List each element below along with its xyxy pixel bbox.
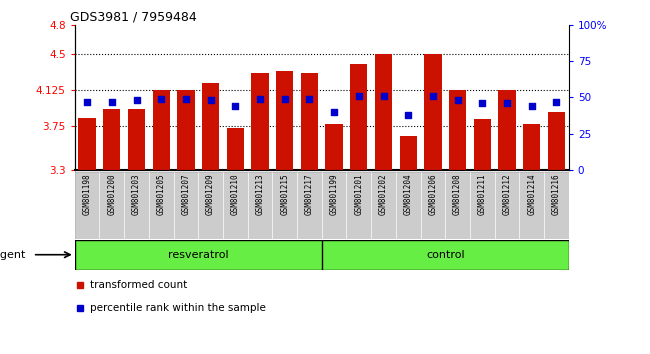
Bar — [495, 172, 519, 239]
Text: GSM801206: GSM801206 — [428, 174, 437, 215]
Text: GSM801217: GSM801217 — [305, 174, 314, 215]
Point — [280, 96, 290, 102]
Bar — [174, 172, 198, 239]
Text: GSM801199: GSM801199 — [330, 174, 339, 215]
Bar — [396, 172, 421, 239]
Bar — [375, 54, 392, 170]
Text: GSM801198: GSM801198 — [83, 174, 92, 215]
Bar — [474, 119, 491, 170]
Bar — [198, 172, 223, 239]
Point — [181, 96, 191, 102]
Bar — [124, 172, 149, 239]
Point — [403, 112, 413, 118]
Bar — [252, 73, 268, 170]
Bar — [400, 136, 417, 170]
Point — [230, 103, 240, 109]
Point — [329, 109, 339, 115]
Bar — [424, 54, 441, 170]
Bar — [248, 172, 272, 239]
Bar — [548, 112, 565, 170]
Point — [131, 97, 142, 103]
Bar — [99, 172, 124, 239]
Point — [354, 93, 364, 99]
Bar — [350, 64, 367, 170]
Text: GSM801203: GSM801203 — [132, 174, 141, 215]
Text: transformed count: transformed count — [90, 280, 187, 290]
Text: resveratrol: resveratrol — [168, 250, 229, 260]
Text: GSM801212: GSM801212 — [502, 174, 512, 215]
Bar — [519, 172, 544, 239]
Bar — [499, 90, 515, 170]
Bar — [421, 172, 445, 239]
Bar — [75, 172, 99, 239]
Bar — [223, 172, 248, 239]
Bar — [153, 90, 170, 170]
Point — [452, 97, 463, 103]
Text: GSM801200: GSM801200 — [107, 174, 116, 215]
Bar — [445, 172, 470, 239]
Bar — [371, 172, 396, 239]
Text: GSM801210: GSM801210 — [231, 174, 240, 215]
Point — [378, 93, 389, 99]
Bar — [202, 83, 219, 170]
Bar — [449, 90, 466, 170]
Point — [82, 99, 92, 104]
Point — [526, 103, 537, 109]
Bar — [322, 172, 346, 239]
Text: GSM801215: GSM801215 — [280, 174, 289, 215]
Text: GSM801205: GSM801205 — [157, 174, 166, 215]
Text: GSM801214: GSM801214 — [527, 174, 536, 215]
Text: agent: agent — [0, 250, 26, 260]
Text: GSM801208: GSM801208 — [453, 174, 462, 215]
Point — [502, 100, 512, 106]
Text: GSM801207: GSM801207 — [181, 174, 190, 215]
Bar — [276, 71, 293, 170]
Text: GSM801202: GSM801202 — [379, 174, 388, 215]
Bar — [128, 109, 145, 170]
Bar — [326, 125, 343, 170]
Bar — [79, 118, 96, 170]
Point — [156, 96, 166, 102]
Bar — [103, 109, 120, 170]
Bar — [301, 73, 318, 170]
Bar — [149, 172, 174, 239]
Point — [551, 99, 562, 104]
Text: GSM801213: GSM801213 — [255, 174, 265, 215]
Text: GSM801211: GSM801211 — [478, 174, 487, 215]
Text: percentile rank within the sample: percentile rank within the sample — [90, 303, 265, 313]
Point — [107, 99, 117, 104]
Point — [205, 97, 216, 103]
Point — [477, 100, 488, 106]
Point — [304, 96, 315, 102]
Bar — [523, 125, 540, 170]
Point — [428, 93, 438, 99]
Text: GSM801201: GSM801201 — [354, 174, 363, 215]
Bar — [227, 128, 244, 170]
Text: GSM801209: GSM801209 — [206, 174, 215, 215]
Bar — [470, 172, 495, 239]
Bar — [297, 172, 322, 239]
Bar — [177, 90, 194, 170]
Point — [255, 96, 265, 102]
Text: control: control — [426, 250, 465, 260]
Text: GDS3981 / 7959484: GDS3981 / 7959484 — [70, 11, 196, 24]
Bar — [544, 172, 569, 239]
Text: GSM801204: GSM801204 — [404, 174, 413, 215]
Text: GSM801216: GSM801216 — [552, 174, 561, 215]
Bar — [272, 172, 297, 239]
Bar — [346, 172, 371, 239]
